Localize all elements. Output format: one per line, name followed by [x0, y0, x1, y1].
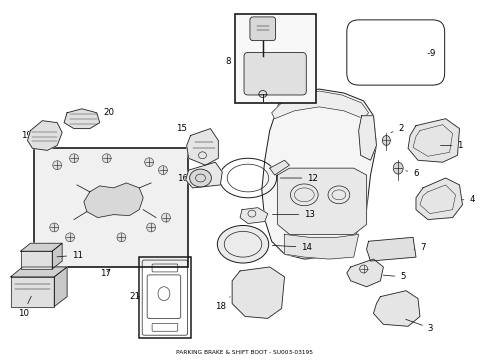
Ellipse shape: [189, 169, 211, 187]
Polygon shape: [366, 237, 415, 261]
Polygon shape: [27, 121, 62, 150]
Polygon shape: [261, 89, 376, 259]
Ellipse shape: [146, 223, 155, 232]
Ellipse shape: [392, 162, 402, 174]
Polygon shape: [277, 168, 366, 234]
Text: 7: 7: [413, 243, 425, 252]
Polygon shape: [84, 183, 143, 217]
Text: 6: 6: [405, 168, 418, 177]
Polygon shape: [54, 267, 67, 306]
Polygon shape: [186, 129, 218, 165]
Polygon shape: [346, 259, 383, 287]
FancyBboxPatch shape: [249, 17, 275, 41]
Polygon shape: [240, 208, 267, 224]
Text: 4: 4: [461, 195, 474, 204]
Polygon shape: [11, 267, 67, 277]
Text: PARKING BRAKE & SHIFT BOOT - SU003-03195: PARKING BRAKE & SHIFT BOOT - SU003-03195: [176, 350, 312, 355]
Text: 10: 10: [18, 296, 31, 318]
Ellipse shape: [117, 233, 125, 242]
Polygon shape: [232, 267, 284, 318]
Text: 9: 9: [427, 49, 434, 58]
Ellipse shape: [53, 161, 61, 170]
Ellipse shape: [382, 135, 389, 145]
Polygon shape: [269, 160, 289, 175]
Ellipse shape: [65, 233, 74, 242]
FancyBboxPatch shape: [34, 148, 187, 267]
Polygon shape: [415, 178, 462, 220]
Text: 20: 20: [92, 108, 114, 118]
Polygon shape: [373, 291, 419, 326]
Polygon shape: [52, 243, 62, 269]
Ellipse shape: [158, 166, 167, 175]
Polygon shape: [185, 162, 222, 188]
Polygon shape: [20, 243, 62, 251]
Ellipse shape: [144, 158, 153, 167]
Ellipse shape: [161, 213, 170, 222]
Polygon shape: [11, 277, 54, 306]
Text: 19: 19: [20, 131, 31, 140]
Text: 14: 14: [272, 243, 312, 252]
Polygon shape: [271, 91, 368, 119]
FancyBboxPatch shape: [244, 53, 305, 95]
Text: 18: 18: [215, 297, 230, 311]
Text: 5: 5: [383, 273, 405, 282]
Polygon shape: [64, 109, 100, 129]
Text: 8: 8: [225, 57, 242, 66]
Ellipse shape: [50, 223, 59, 232]
Ellipse shape: [217, 225, 268, 263]
Ellipse shape: [102, 154, 111, 163]
Text: 1: 1: [440, 141, 462, 150]
Text: 16: 16: [177, 174, 187, 183]
Polygon shape: [20, 251, 52, 269]
Text: 2: 2: [390, 124, 403, 133]
Text: 15: 15: [176, 124, 193, 137]
Text: 21: 21: [129, 292, 140, 301]
Text: 13: 13: [272, 210, 315, 219]
Text: 11: 11: [57, 251, 83, 260]
Polygon shape: [284, 234, 358, 259]
Text: 3: 3: [405, 319, 432, 333]
Ellipse shape: [69, 154, 78, 163]
Polygon shape: [407, 119, 459, 162]
Polygon shape: [358, 116, 376, 160]
Text: 17: 17: [100, 269, 110, 278]
FancyBboxPatch shape: [235, 14, 316, 103]
Text: 12: 12: [280, 174, 318, 183]
